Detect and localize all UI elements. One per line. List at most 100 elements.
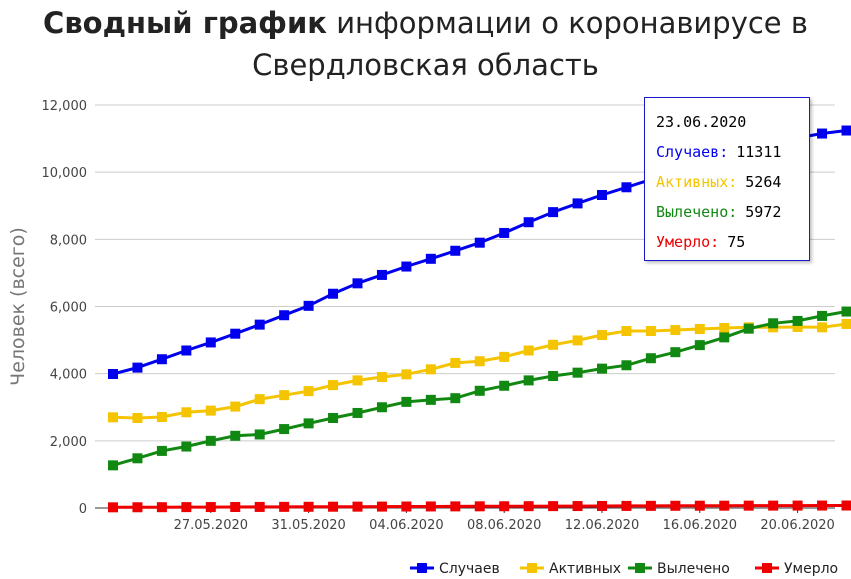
data-point-active <box>205 405 216 416</box>
tooltip-date: 23.06.2020 <box>656 113 747 131</box>
data-point-active <box>108 412 118 423</box>
x-tick-label: 12.06.2020 <box>565 518 639 533</box>
data-point-deaths <box>817 500 828 511</box>
data-point-deaths <box>572 501 583 512</box>
legend-label-active[interactable]: Активных <box>549 561 621 577</box>
legend-marker-recovered <box>635 563 645 573</box>
legend-label-cases[interactable]: Случаев <box>439 561 500 577</box>
data-point-recovered <box>572 367 583 378</box>
data-point-cases <box>499 227 510 238</box>
data-point-deaths <box>719 500 730 511</box>
data-point-recovered <box>230 430 241 441</box>
data-point-deaths <box>499 501 510 512</box>
x-tick-label: 16.06.2020 <box>663 518 737 533</box>
data-point-recovered <box>792 315 803 326</box>
data-point-active <box>401 369 412 380</box>
data-point-active <box>132 412 143 423</box>
data-point-deaths <box>108 502 118 513</box>
y-tick-label: 10,000 <box>42 166 88 181</box>
data-point-deaths <box>523 501 534 512</box>
data-point-deaths <box>792 500 803 511</box>
data-point-recovered <box>817 310 828 321</box>
data-point-cases <box>254 319 265 330</box>
legend-label-recovered[interactable]: Вылечено <box>657 561 730 577</box>
chart-title: Сводный график информации о коронавирусе… <box>0 2 851 86</box>
data-point-recovered <box>254 429 265 440</box>
data-point-recovered <box>474 385 485 396</box>
data-point-deaths <box>401 501 412 512</box>
chart-title-rest: информации о коронавирусе в <box>336 6 808 40</box>
data-point-active <box>548 339 559 350</box>
data-point-deaths <box>743 500 754 511</box>
data-point-deaths <box>156 502 167 513</box>
data-point-recovered <box>670 347 681 358</box>
data-point-recovered <box>523 375 534 386</box>
data-point-recovered <box>719 332 730 343</box>
tooltip-row-active: Активных: 5264 <box>656 170 809 200</box>
tooltip-label-recovered: Вылечено: <box>656 203 738 221</box>
data-point-recovered <box>401 396 412 407</box>
x-tick-label: 27.05.2020 <box>174 518 248 533</box>
data-point-cases <box>279 310 290 321</box>
x-tick-label: 08.06.2020 <box>467 518 541 533</box>
data-point-recovered <box>156 445 167 456</box>
data-point-deaths <box>279 501 290 512</box>
data-point-active <box>425 364 436 375</box>
data-point-active <box>499 351 510 362</box>
data-point-cases <box>205 337 216 348</box>
data-point-cases <box>841 125 851 136</box>
data-point-active <box>597 330 607 341</box>
y-tick-label: 2,000 <box>50 435 87 450</box>
data-point-recovered <box>279 424 290 435</box>
data-point-active <box>523 345 534 356</box>
data-point-cases <box>548 207 559 218</box>
data-point-active <box>719 322 730 333</box>
data-point-cases <box>132 362 143 373</box>
data-point-recovered <box>181 441 192 452</box>
data-point-deaths <box>768 500 779 511</box>
data-point-active <box>279 390 290 401</box>
data-point-deaths <box>548 501 559 512</box>
x-tick-label: 31.05.2020 <box>271 518 345 533</box>
data-point-active <box>645 326 656 337</box>
data-point-recovered <box>597 363 607 374</box>
chart-title-bold: Сводный график <box>43 6 327 40</box>
data-point-deaths <box>474 501 485 512</box>
data-point-cases <box>523 217 534 228</box>
data-point-deaths <box>254 501 265 512</box>
data-point-deaths <box>303 501 314 512</box>
data-point-active <box>181 407 192 418</box>
x-tick-label: 04.06.2020 <box>369 518 443 533</box>
data-point-cases <box>303 300 314 311</box>
data-point-cases <box>817 128 828 139</box>
data-point-active <box>254 394 265 405</box>
data-point-active <box>376 372 387 383</box>
data-point-active <box>792 321 803 332</box>
data-point-active <box>694 324 705 335</box>
data-point-cases <box>450 245 461 256</box>
tooltip-row-recovered: Вылечено: 5972 <box>656 200 809 230</box>
data-point-deaths <box>205 502 216 513</box>
data-point-deaths <box>841 500 851 511</box>
legend-label-deaths[interactable]: Умерло <box>784 561 838 577</box>
hover-tooltip: 23.06.2020 Случаев: 11311 Активных: 5264 В… <box>644 97 810 261</box>
data-point-recovered <box>768 318 779 329</box>
data-point-cases <box>474 237 485 248</box>
data-point-deaths <box>132 502 143 513</box>
data-point-recovered <box>450 393 461 404</box>
data-point-active <box>621 326 632 337</box>
tooltip-value-cases: 11311 <box>736 143 782 161</box>
data-point-active <box>841 318 851 329</box>
data-point-deaths <box>352 501 363 512</box>
data-point-cases <box>352 278 363 289</box>
data-point-active <box>352 375 363 386</box>
data-point-deaths <box>328 501 339 512</box>
data-point-deaths <box>450 501 461 512</box>
data-point-deaths <box>597 500 607 511</box>
tooltip-label-deaths: Умерло: <box>656 233 720 251</box>
y-tick-label: 0 <box>79 502 87 517</box>
data-point-cases <box>376 269 387 280</box>
legend[interactable]: Случаев Активных Вылечено Умерло <box>410 561 838 577</box>
data-point-active <box>230 401 241 412</box>
y-tick-label: 8,000 <box>50 233 87 248</box>
